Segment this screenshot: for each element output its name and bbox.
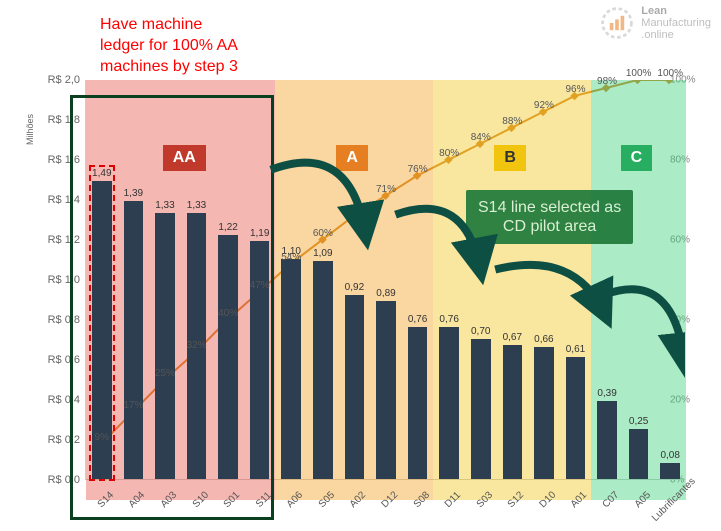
pct-label: 54%: [281, 252, 301, 263]
logo-line3: .online: [641, 29, 711, 41]
bar-value-label: 1,09: [313, 248, 332, 259]
solid-highlight-box: [70, 95, 274, 520]
bar: [660, 463, 680, 479]
bar-value-label: 0,92: [345, 282, 364, 293]
bar: [597, 401, 617, 479]
pct-label: 88%: [502, 116, 522, 127]
pct-label: 100%: [657, 68, 683, 79]
group-label-a: A: [336, 145, 368, 171]
pct-label: 76%: [408, 164, 428, 175]
pct-label: 71%: [376, 184, 396, 195]
bar-value-label: 0,08: [660, 450, 679, 461]
pct-label: 100%: [626, 68, 652, 79]
bar: [534, 347, 554, 479]
bar: [281, 259, 301, 479]
pilot-area-callout: S14 line selected asCD pilot area: [466, 190, 633, 244]
bar-value-label: 0,70: [471, 326, 490, 337]
pct-label: 98%: [597, 76, 617, 87]
bar-value-label: 0,61: [566, 344, 585, 355]
bar-value-label: 0,76: [439, 314, 458, 325]
pct-label: 92%: [534, 100, 554, 111]
y-axis-unit-label: Milhões: [25, 114, 35, 145]
bar: [439, 327, 459, 479]
pct-label: 60%: [313, 228, 333, 239]
bar: [503, 345, 523, 479]
bar-value-label: 0,89: [376, 288, 395, 299]
bar-value-label: 0,67: [503, 332, 522, 343]
pct-label: 80%: [439, 148, 459, 159]
logo-line2: Manufacturing: [641, 17, 711, 29]
bar: [566, 357, 586, 479]
bar: [376, 301, 396, 479]
bar: [345, 295, 365, 479]
bar: [629, 429, 649, 479]
logo: Lean Manufacturing .online: [599, 5, 711, 41]
bar: [313, 261, 333, 479]
logo-text: Lean Manufacturing .online: [641, 5, 711, 41]
annotation-callout: Have machineledger for 100% AAmachines b…: [100, 15, 238, 77]
pct-label: 84%: [471, 132, 491, 143]
bar-value-label: 0,39: [597, 388, 616, 399]
pct-label: 96%: [565, 84, 585, 95]
bar: [408, 327, 428, 479]
logo-line1: Lean: [641, 5, 711, 17]
group-label-b: B: [494, 145, 526, 171]
bar: [471, 339, 491, 479]
pct-label: 66%: [344, 204, 364, 215]
y-tick-left: R$ 2,0: [48, 74, 80, 86]
bar-value-label: 0,66: [534, 334, 553, 345]
group-label-c: C: [621, 145, 653, 171]
bar-value-label: 0,76: [408, 314, 427, 325]
gear-bars-icon: [599, 5, 635, 41]
bar-value-label: 0,25: [629, 416, 648, 427]
